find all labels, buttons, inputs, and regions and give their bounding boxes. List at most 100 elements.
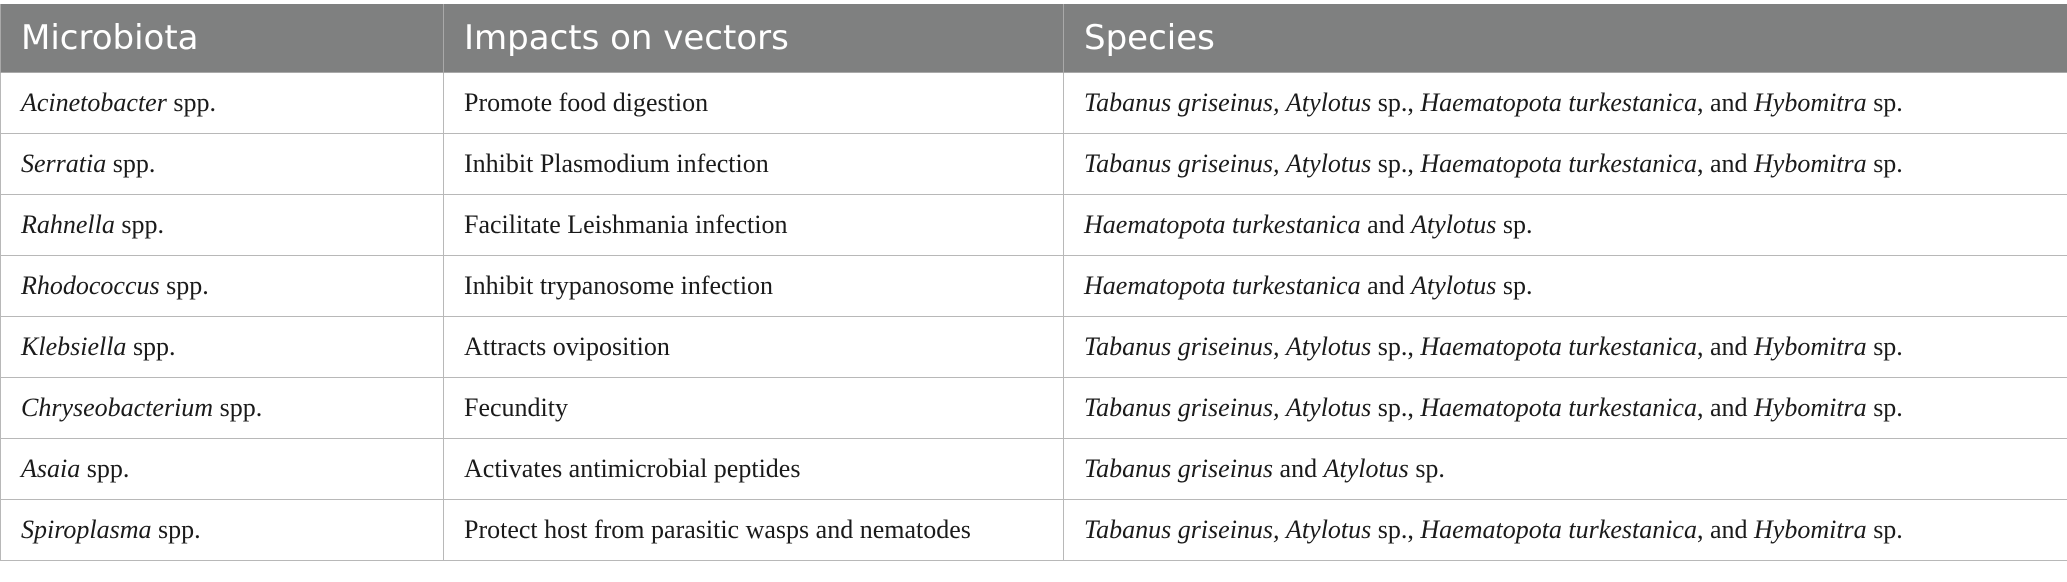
species-connector: sp. <box>1496 271 1533 300</box>
cell-impact: Attracts oviposition <box>443 316 1064 378</box>
species-name: Haematopota turkestanica <box>1084 210 1361 239</box>
cell-microbiota: Acinetobacter spp. <box>0 72 444 134</box>
species-connector: sp., <box>1371 332 1421 361</box>
cell-microbiota: Asaia spp. <box>0 438 444 500</box>
species-name: Atylotus <box>1411 210 1497 239</box>
microbiota-suffix: spp. <box>106 149 156 178</box>
cell-impact: Protect host from parasitic wasps and ne… <box>443 499 1064 561</box>
cell-species: Tabanus griseinus, Atylotus sp., Haemato… <box>1063 133 2067 195</box>
species-connector: and <box>1360 271 1412 300</box>
species-name: Haematopota turkestanica <box>1420 88 1697 117</box>
species-connector: sp. <box>1866 149 1903 178</box>
table-row: Klebsiella spp. Attracts oviposition Taban… <box>0 316 2067 378</box>
table-header-row: Microbiota Impacts on vectors Species <box>0 4 2067 73</box>
table-row: Spiroplasma spp. Protect host from parasi… <box>0 499 2067 561</box>
species-name: Hybomitra <box>1754 88 1867 117</box>
column-header-species: Species <box>1063 4 2067 73</box>
microbiota-genus: Chryseobacterium <box>21 393 214 422</box>
microbiota-genus: Rahnella <box>21 210 115 239</box>
cell-impact: Inhibit trypanosome infection <box>443 255 1064 317</box>
microbiota-genus: Serratia <box>21 149 107 178</box>
species-name: Haematopota turkestanica <box>1420 515 1697 544</box>
species-name: Atylotus <box>1323 454 1409 483</box>
table-body: Acinetobacter spp. Promote food digestion… <box>0 72 2067 561</box>
microbiota-genus: Klebsiella <box>21 332 127 361</box>
species-connector: sp. <box>1408 454 1445 483</box>
cell-species: Tabanus griseinus, Atylotus sp., Haemato… <box>1063 499 2067 561</box>
column-header-impacts: Impacts on vectors <box>443 4 1064 73</box>
column-header-microbiota: Microbiota <box>0 4 444 73</box>
cell-microbiota: Spiroplasma spp. <box>0 499 444 561</box>
cell-species: Tabanus griseinus and Atylotus sp. <box>1063 438 2067 500</box>
cell-microbiota: Klebsiella spp. <box>0 316 444 378</box>
table-row: Acinetobacter spp. Promote food digestion… <box>0 72 2067 134</box>
species-name: Atylotus <box>1286 515 1372 544</box>
species-name: Tabanus griseinus, <box>1084 332 1280 361</box>
table-row: Serratia spp. Inhibit Plasmodium infectio… <box>0 133 2067 195</box>
cell-microbiota: Chryseobacterium spp. <box>0 377 444 439</box>
cell-impact: Promote food digestion <box>443 72 1064 134</box>
cell-impact: Facilitate Leishmania infection <box>443 194 1064 256</box>
microbiota-suffix: spp. <box>213 393 263 422</box>
species-name: Hybomitra <box>1754 332 1867 361</box>
species-connector: and <box>1273 454 1324 483</box>
table-row: Chryseobacterium spp. Fecundity Tabanus gr… <box>0 377 2067 439</box>
species-connector: , and <box>1696 149 1755 178</box>
cell-impact: Activates antimicrobial peptides <box>443 438 1064 500</box>
microbiota-genus: Rhodococcus <box>21 271 160 300</box>
cell-impact: Inhibit Plasmodium infection <box>443 133 1064 195</box>
table-row: Rhodococcus spp. Inhibit trypanosome infe… <box>0 255 2067 317</box>
species-connector: sp. <box>1866 332 1903 361</box>
species-name: Tabanus griseinus <box>1084 454 1274 483</box>
cell-species: Haematopota turkestanica and Atylotus sp… <box>1063 194 2067 256</box>
microbiota-table: Microbiota Impacts on vectors Species Ac… <box>0 4 2067 561</box>
species-name: Hybomitra <box>1754 149 1867 178</box>
cell-impact: Fecundity <box>443 377 1064 439</box>
cell-species: Tabanus griseinus, Atylotus sp., Haemato… <box>1063 72 2067 134</box>
microbiota-genus: Spiroplasma <box>21 515 152 544</box>
cell-species: Tabanus griseinus, Atylotus sp., Haemato… <box>1063 316 2067 378</box>
species-connector: sp., <box>1371 88 1421 117</box>
species-connector: sp., <box>1371 149 1421 178</box>
species-connector: and <box>1360 210 1412 239</box>
species-name: Haematopota turkestanica <box>1084 271 1361 300</box>
species-name: Tabanus griseinus, <box>1084 515 1280 544</box>
species-name: Hybomitra <box>1754 515 1867 544</box>
cell-microbiota: Rhodococcus spp. <box>0 255 444 317</box>
species-connector: sp., <box>1371 515 1421 544</box>
microbiota-suffix: spp. <box>80 454 130 483</box>
table-row: Asaia spp. Activates antimicrobial peptid… <box>0 438 2067 500</box>
species-name: Atylotus <box>1286 332 1372 361</box>
cell-species: Tabanus griseinus, Atylotus sp., Haemato… <box>1063 377 2067 439</box>
table-row: Rahnella spp. Facilitate Leishmania infec… <box>0 194 2067 256</box>
microbiota-genus: Acinetobacter <box>21 88 167 117</box>
species-name: Tabanus griseinus, <box>1084 393 1280 422</box>
species-name: Atylotus <box>1286 393 1372 422</box>
species-name: Hybomitra <box>1754 393 1867 422</box>
microbiota-suffix: spp. <box>151 515 201 544</box>
species-name: Atylotus <box>1286 149 1372 178</box>
species-name: Atylotus <box>1286 88 1372 117</box>
species-connector: sp., <box>1371 393 1421 422</box>
species-name: Haematopota turkestanica <box>1420 393 1697 422</box>
species-connector: sp. <box>1866 515 1903 544</box>
species-connector: , and <box>1696 332 1755 361</box>
microbiota-suffix: spp. <box>126 332 176 361</box>
species-connector: sp. <box>1866 88 1903 117</box>
cell-microbiota: Rahnella spp. <box>0 194 444 256</box>
species-name: Haematopota turkestanica <box>1420 332 1697 361</box>
species-connector: , and <box>1696 515 1755 544</box>
species-connector: sp. <box>1496 210 1533 239</box>
microbiota-suffix: spp. <box>166 88 216 117</box>
species-name: Haematopota turkestanica <box>1420 149 1697 178</box>
species-name: Tabanus griseinus, <box>1084 88 1280 117</box>
species-connector: , and <box>1696 393 1755 422</box>
microbiota-genus: Asaia <box>21 454 81 483</box>
cell-species: Haematopota turkestanica and Atylotus sp… <box>1063 255 2067 317</box>
microbiota-suffix: spp. <box>159 271 209 300</box>
cell-microbiota: Serratia spp. <box>0 133 444 195</box>
species-name: Atylotus <box>1411 271 1497 300</box>
species-connector: sp. <box>1866 393 1903 422</box>
species-name: Tabanus griseinus, <box>1084 149 1280 178</box>
